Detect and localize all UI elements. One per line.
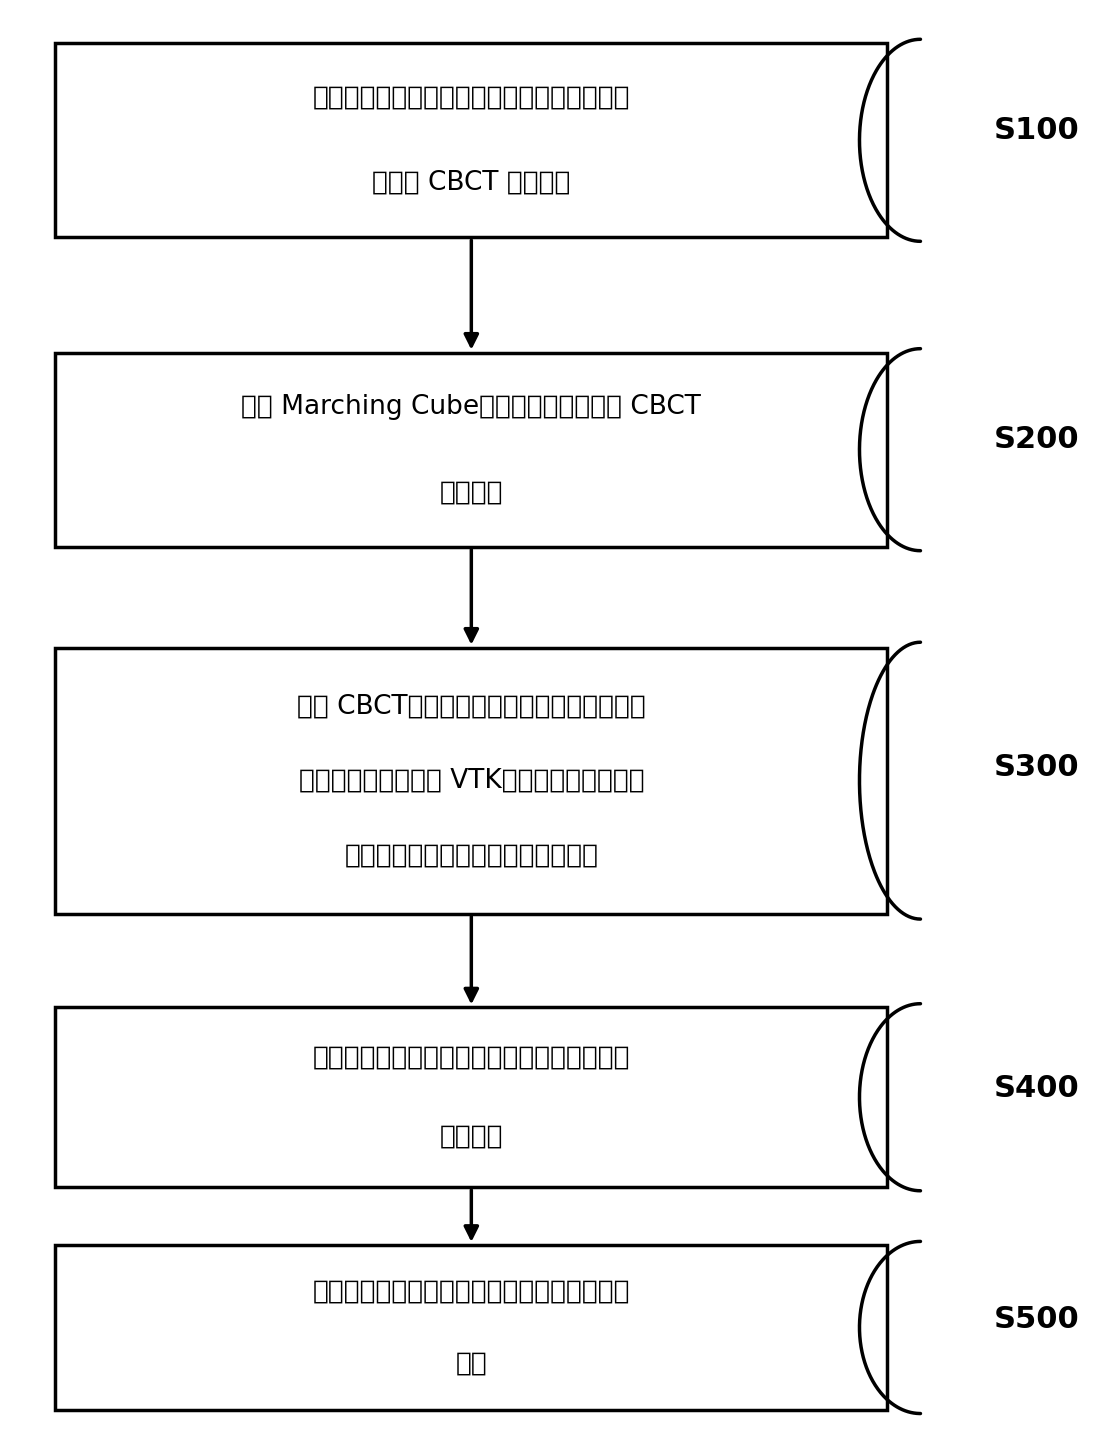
Text: S300: S300	[994, 753, 1080, 781]
Text: 光学扫描获得三维牙颌和牙列模型，建立投影: 光学扫描获得三维牙颌和牙列模型，建立投影	[313, 85, 630, 111]
FancyBboxPatch shape	[55, 648, 887, 914]
Text: 通过 Marching Cube、区域增长算法解析 CBCT: 通过 Marching Cube、区域增长算法解析 CBCT	[242, 394, 701, 420]
Text: 图像及 CBCT 文件序列: 图像及 CBCT 文件序列	[373, 170, 570, 196]
FancyBboxPatch shape	[55, 353, 887, 547]
Text: S100: S100	[994, 117, 1080, 145]
Text: 基于 CBCT文件序列，对上下牙颌进行区分，: 基于 CBCT文件序列，对上下牙颌进行区分，	[297, 694, 645, 720]
FancyBboxPatch shape	[55, 43, 887, 237]
Text: S400: S400	[994, 1073, 1080, 1102]
Text: 优化上下牙颌的分割效果，并对牙颌模型进行: 优化上下牙颌的分割效果，并对牙颌模型进行	[313, 1045, 630, 1071]
FancyBboxPatch shape	[55, 1007, 887, 1187]
Text: 的关键帧，执行限制性区域增长算法: 的关键帧，执行限制性区域增长算法	[344, 842, 599, 868]
Text: 平滑: 平滑	[456, 1351, 487, 1377]
Text: S500: S500	[994, 1305, 1080, 1334]
Text: 手动裁剪: 手动裁剪	[439, 1124, 503, 1150]
Text: S200: S200	[994, 426, 1080, 455]
FancyBboxPatch shape	[55, 1245, 887, 1410]
Text: 文件序列: 文件序列	[439, 479, 503, 505]
Text: 其区分过程包括通过 VTK定位咬合面和矢状面: 其区分过程包括通过 VTK定位咬合面和矢状面	[298, 767, 644, 794]
Text: 去除裁剪后牙颌模型的噪音图像，并对其进行: 去除裁剪后牙颌模型的噪音图像，并对其进行	[313, 1278, 630, 1304]
